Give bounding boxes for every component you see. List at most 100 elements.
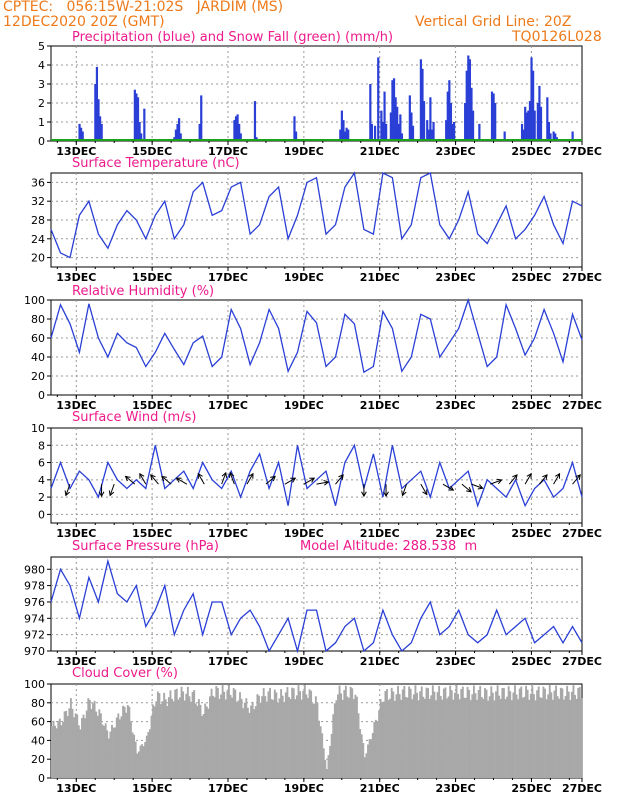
precip-bar bbox=[339, 129, 342, 141]
cloud-bar bbox=[147, 731, 150, 778]
pressure-xtick-label: 15DEC bbox=[132, 655, 172, 668]
wind-arrow bbox=[246, 473, 254, 485]
cloud-bar bbox=[171, 698, 173, 778]
wind-arrow bbox=[150, 474, 159, 485]
cloud-bar bbox=[160, 704, 162, 778]
wind-ytick-label: 10 bbox=[31, 422, 45, 435]
precip-ytick-label: 1 bbox=[38, 116, 45, 129]
rh-frame bbox=[50, 299, 583, 396]
cloud-bar bbox=[569, 700, 572, 778]
cloud-bar bbox=[389, 698, 392, 778]
cloud-bar bbox=[542, 686, 545, 778]
temp-xtick-label: 15DEC bbox=[132, 271, 172, 284]
cloud-bar bbox=[71, 708, 74, 778]
cloud-bar bbox=[210, 688, 213, 778]
precip-bar bbox=[340, 110, 343, 141]
precip-bar bbox=[377, 57, 380, 141]
cloud-bar bbox=[73, 717, 76, 778]
precip-bar bbox=[528, 101, 532, 141]
pressure-xtick-label: 21DEC bbox=[360, 655, 400, 668]
cloud-bar bbox=[518, 688, 521, 778]
cloud-bar bbox=[553, 690, 556, 778]
cloud-bar bbox=[216, 687, 219, 778]
wind-arrow bbox=[461, 483, 472, 493]
cloud-bar bbox=[196, 705, 199, 778]
precip-bar bbox=[411, 125, 415, 141]
precip-bar bbox=[465, 70, 468, 141]
wind-arrow-head bbox=[323, 479, 330, 486]
cloud-bar bbox=[120, 716, 123, 778]
cloud-bar bbox=[131, 732, 134, 778]
rh-ytick-label: 40 bbox=[31, 351, 45, 364]
cloud-bar bbox=[69, 698, 72, 778]
cloud-bar bbox=[289, 698, 292, 778]
cloud-bar bbox=[381, 702, 384, 778]
cloud-bar bbox=[484, 688, 486, 778]
precip-bar bbox=[233, 120, 236, 141]
cloud-bar bbox=[161, 701, 164, 778]
cloud-bar bbox=[52, 720, 55, 778]
cloud-bar bbox=[333, 703, 336, 778]
cloud-bar bbox=[359, 729, 362, 778]
cloud-ytick-label: 80 bbox=[31, 697, 45, 710]
cloud-bar bbox=[126, 705, 129, 778]
precip-bar bbox=[345, 127, 348, 141]
cloud-bar bbox=[547, 694, 550, 778]
precip-bar bbox=[525, 112, 528, 141]
precip-title: Precipitation (blue) and Snow Fall (gree… bbox=[72, 30, 394, 45]
precip-bar bbox=[452, 122, 456, 141]
wind-arrow bbox=[538, 474, 548, 485]
cloud-bar bbox=[386, 689, 388, 778]
cloud-bar bbox=[397, 685, 399, 778]
rh-xtick-label: 23DEC bbox=[436, 399, 476, 412]
wind-xtick-label: 25DEC bbox=[511, 527, 551, 540]
precip-bar bbox=[552, 131, 555, 141]
cloud-bar bbox=[66, 715, 69, 778]
cloud-bar bbox=[240, 698, 243, 778]
cloud-bar bbox=[231, 697, 234, 778]
cloud-bar bbox=[280, 689, 283, 778]
cloud-bar bbox=[442, 688, 445, 778]
pressure-ytick-label: 970 bbox=[24, 645, 45, 658]
cloud-bar bbox=[363, 757, 366, 778]
cloud-bar bbox=[136, 753, 139, 778]
cloud-bar bbox=[134, 741, 137, 778]
cloud-bar bbox=[92, 703, 94, 778]
cloud-xtick-label: 25DEC bbox=[511, 782, 551, 795]
cloud-bar bbox=[106, 730, 109, 778]
wind-arrow bbox=[316, 481, 329, 485]
temp-xtick-label: 21DEC bbox=[360, 271, 400, 284]
precip-bar bbox=[427, 129, 430, 141]
cloud-bar bbox=[515, 694, 518, 778]
cloud-bar bbox=[525, 685, 527, 778]
wind-arrow bbox=[553, 473, 560, 485]
date-header: 12DEC2020 20Z (GMT) bbox=[3, 14, 165, 30]
precip-xtick-label: 13DEC bbox=[56, 145, 96, 158]
cloud-bar bbox=[88, 699, 91, 778]
cloud-bar bbox=[338, 685, 341, 778]
pressure-xtick-label: 19DEC bbox=[284, 655, 324, 668]
cloud-bar bbox=[574, 694, 576, 778]
cloud-bar bbox=[96, 715, 99, 778]
precip-bar bbox=[392, 78, 396, 141]
rh-xtick-label: 27DEC bbox=[562, 399, 602, 412]
wind-arrow bbox=[176, 477, 188, 485]
cloud-bar bbox=[163, 692, 166, 778]
precip-ytick-label: 4 bbox=[38, 59, 45, 72]
cloud-bar bbox=[422, 696, 425, 778]
cloud-bar bbox=[520, 686, 523, 778]
cloud-bar bbox=[269, 687, 271, 778]
cloud-bar bbox=[234, 689, 237, 778]
precip-bar bbox=[140, 133, 143, 141]
cloud-bar bbox=[139, 745, 142, 778]
cloud-bar bbox=[291, 687, 294, 778]
precip-bar bbox=[432, 122, 435, 141]
wind-xtick-label: 13DEC bbox=[56, 527, 96, 540]
wind-arrow bbox=[490, 479, 502, 485]
temp-xtick-label: 27DEC bbox=[562, 271, 602, 284]
cloud-bar bbox=[229, 695, 232, 778]
cloud-bar bbox=[343, 690, 346, 778]
precip-bar bbox=[98, 116, 102, 141]
cloud-bar bbox=[356, 696, 358, 778]
wind-arrow-head bbox=[248, 472, 254, 479]
